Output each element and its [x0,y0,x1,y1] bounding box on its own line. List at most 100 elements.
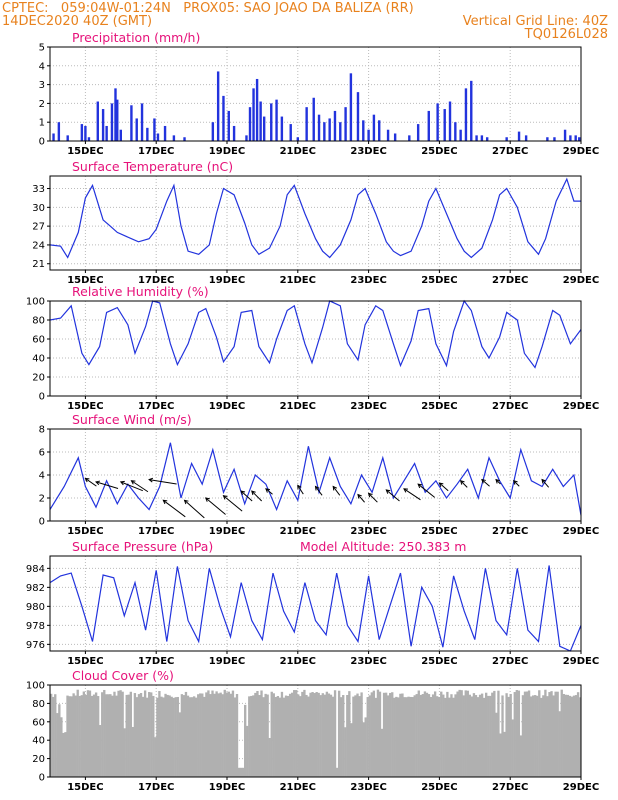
wind-arrowhead [222,495,228,500]
wind-arrow [184,499,205,519]
x-tick-label: 23DEC [350,146,386,157]
cloud-bar [241,767,245,777]
cloud-bar [274,697,277,777]
precip-bar [84,125,87,141]
precip-bar [362,120,365,141]
cloud-bar [360,692,363,777]
cloud-bar [92,694,96,777]
x-tick-label: 19DEC [209,146,245,157]
x-tick-label: 29DEC [563,401,599,412]
cloud-bar [129,691,132,777]
cloud-bar [425,692,429,777]
cloud-bar [170,696,173,777]
y-tick-label: 0 [39,773,45,784]
cloud-bar [56,713,59,777]
cloud-bar [391,692,394,777]
cloud-bar [125,694,128,777]
cloud-bar [231,690,235,777]
wind-arrowhead [367,492,373,498]
cloud-bar [478,694,482,777]
x-tick-label: 17DEC [138,146,174,157]
cloud-bar [395,696,398,777]
wind-arrow [120,481,143,492]
wind-arrow [149,479,177,485]
y-tick-label: 20 [32,373,45,384]
y-tick-label: 4 [39,61,45,72]
precip-bar [323,122,326,141]
cloud-bar [103,689,106,777]
cloud-bar [386,695,390,777]
x-tick-label: 23DEC [350,526,386,537]
panel-title: Precipitation (mm/h) [72,30,200,45]
cloud-bar [348,691,351,777]
cloud-bar [205,692,208,777]
cloud-bar [466,690,469,777]
cloud-bar [568,695,572,777]
cloud-bar [354,695,357,777]
x-tick-label: 27DEC [492,146,528,157]
cloud-bar [54,694,57,777]
cloud-bar [76,689,79,777]
cloud-bar [464,690,467,777]
cloud-bar [90,695,94,777]
cloud-bar [250,695,253,777]
cloud-bar [556,691,559,777]
cloud-bar [235,694,239,777]
cloud-bar [199,693,202,777]
cloud-bar [164,693,167,777]
cloud-bar [389,692,392,777]
cloud-bar [248,696,251,777]
precip-bar [105,125,108,141]
panel-frame [49,175,582,271]
cloud-bar [152,695,155,777]
cloud-bar [529,696,533,777]
cloud-bar [186,695,190,777]
precip-bar [248,107,252,141]
cloud-bar [501,695,504,777]
cloud-bar [290,692,294,777]
cloud-bar [487,695,490,777]
x-tick-label: 23DEC [350,656,386,667]
wind-arrowhead [148,477,154,483]
precip-bar [57,122,61,141]
header-model-code: TQ0126L028 [524,27,608,42]
precip-bar [416,124,420,141]
precip-bar [563,129,567,141]
cloud-bar [297,694,300,777]
y-tick-label: 33 [32,184,45,195]
y-tick-label: 0 [39,137,45,148]
cloud-bar [50,693,53,777]
y-tick-label: 21 [32,259,45,270]
cloud-bar [190,697,194,777]
precip-bar [312,97,315,141]
cloud-bar [201,693,204,777]
wind-arrow [223,495,243,512]
cloud-bar [233,697,237,777]
cloud-bar [284,695,288,777]
cloud-bar [156,697,159,777]
y-tick-label: 980 [26,602,45,613]
cloud-bar [139,693,143,777]
precip-bar [305,107,308,141]
cloud-bar [531,695,535,777]
precip-bar [475,135,478,141]
precip-bar [119,129,122,141]
y-tick-label: 978 [26,621,45,632]
precip-bar [66,135,69,141]
precip-bar [255,78,259,141]
panel-title: Surface Pressure (hPa) [72,539,213,554]
cloud-bar [558,711,561,777]
x-tick-label: 27DEC [492,401,528,412]
cloud-bar [427,694,431,777]
x-tick-label: 19DEC [209,526,245,537]
wind-arrow [332,486,341,496]
cloud-bar [211,690,214,777]
precip-bar [386,129,390,141]
precip-bar [96,101,99,141]
cloud-bar [331,696,335,777]
cloud-bar [401,693,404,777]
x-tick-label: 25DEC [421,656,457,667]
cloud-bar [325,691,329,777]
x-tick-label: 27DEC [492,526,528,537]
cloud-bar [96,696,100,777]
